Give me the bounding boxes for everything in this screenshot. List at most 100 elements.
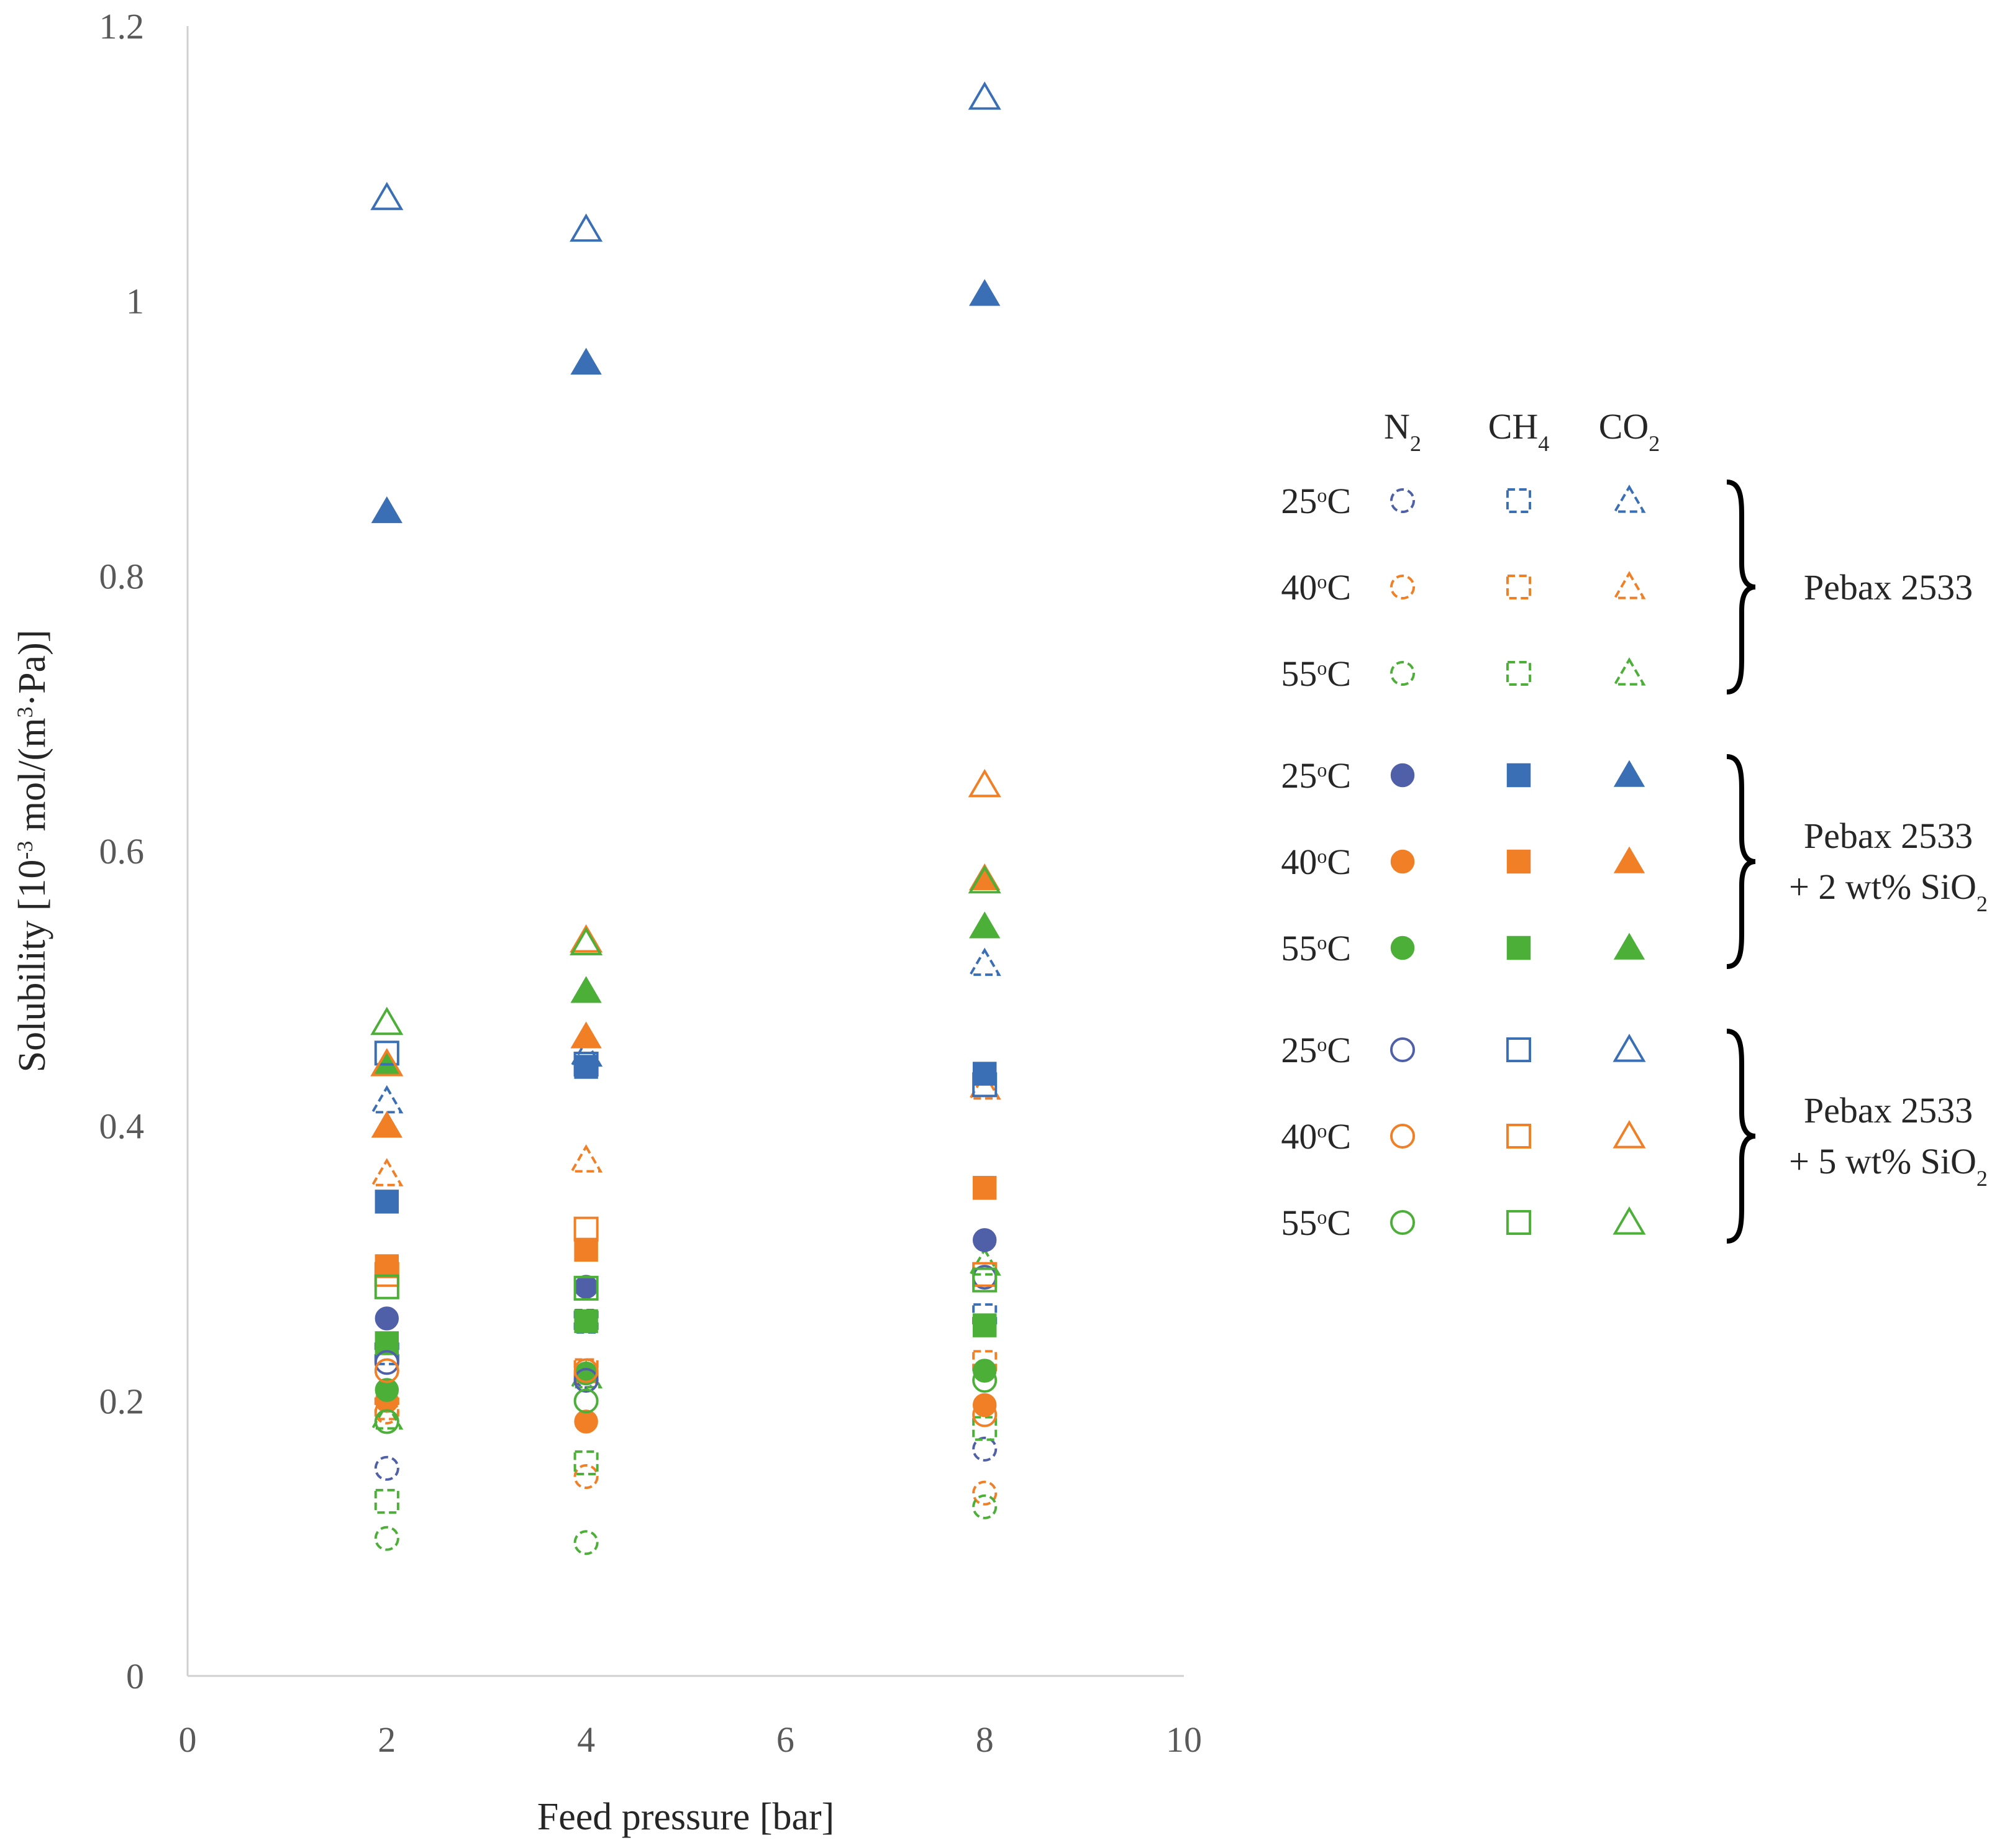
point-co2-55-hollow	[968, 865, 1001, 894]
axes: 0 0.2 0.4 0.6 0.8 1 1.2 0 2 4 6 8 10 Feed pressure [b…	[11, 6, 1202, 1838]
x-tick-label: 10	[1166, 1719, 1202, 1760]
point-co2-25-filled	[969, 279, 1001, 306]
point-n2-40-filled	[574, 1409, 598, 1434]
legend-temp-label: 55oC	[1281, 653, 1351, 694]
point-n2-55-filled	[375, 1378, 399, 1402]
legend-marker-n2-55-dashed	[1390, 660, 1416, 686]
y-tick-label: 0.2	[99, 1381, 145, 1421]
y-axis-title-group: Solubility [10-3 mol/(m3·Pa)]	[11, 630, 53, 1073]
legend-marker-ch4-55-dashed	[1506, 660, 1532, 686]
legend-marker-ch4-25-hollow	[1506, 1037, 1532, 1063]
point-ch4-25-hollow	[374, 1040, 399, 1066]
point-n2-40-dashed	[573, 1464, 599, 1490]
point-n2-40-hollow	[972, 1402, 998, 1427]
legend-brace	[1726, 480, 1756, 694]
x-tick-label: 6	[776, 1719, 794, 1760]
legend-temp-label: 25oC	[1281, 755, 1351, 796]
point-n2-25-filled	[375, 1306, 399, 1331]
point-co2-40-dashed	[570, 1144, 603, 1173]
point-ch4-25-filled	[375, 1190, 399, 1214]
legend-brace	[1726, 1029, 1756, 1244]
y-axis-title: Solubility [10-3 mol/(m3·Pa)]	[11, 630, 53, 1073]
point-n2-25-filled	[972, 1228, 997, 1252]
point-ch4-55-hollow	[374, 1274, 399, 1300]
legend-marker-ch4-40-dashed	[1506, 574, 1532, 600]
legend-temp-label: 55oC	[1281, 1203, 1351, 1243]
legend-column-header: CO2	[1599, 406, 1660, 456]
point-n2-55-dashed	[972, 1494, 998, 1519]
legend-marker-co2-40-filled	[1613, 846, 1645, 873]
point-n2-25-hollow	[374, 1350, 399, 1375]
y-tick-label: 0.4	[99, 1106, 145, 1147]
point-n2-40-dashed	[972, 1480, 998, 1506]
legend-marker-n2-55-hollow	[1390, 1209, 1416, 1236]
legend-marker-ch4-55-hollow	[1506, 1209, 1532, 1236]
data-points	[370, 81, 1001, 1555]
legend-temp-label: 40oC	[1281, 567, 1351, 608]
point-n2-55-dashed	[374, 1526, 399, 1551]
legend-marker-co2-25-hollow	[1613, 1034, 1646, 1062]
legend-group-label: Pebax 2533	[1804, 816, 1973, 856]
point-co2-25-filled	[371, 496, 403, 524]
point-n2-25-filled	[574, 1275, 598, 1299]
point-n2-40-filled	[972, 1393, 997, 1418]
point-n2-25-dashed	[374, 1455, 399, 1481]
point-n2-55-hollow	[573, 1388, 599, 1414]
point-co2-40-dashed	[370, 1158, 404, 1186]
point-ch4-25-hollow	[972, 1072, 998, 1098]
legend-group-label-2: + 5 wt% SiO2	[1789, 1141, 1988, 1191]
point-co2-40-hollow	[370, 1048, 404, 1076]
legend-marker-n2-25-dashed	[1390, 488, 1416, 514]
point-co2-55-hollow	[370, 1006, 404, 1036]
legend-marker-ch4-25-dashed	[1506, 488, 1532, 514]
point-co2-40-hollow	[570, 924, 603, 953]
point-ch4-55-hollow	[573, 1275, 599, 1301]
point-co2-40-filled	[570, 1021, 602, 1049]
point-n2-55-filled	[972, 1359, 997, 1383]
legend-marker-co2-25-dashed	[1613, 485, 1646, 513]
legend-marker-co2-55-hollow	[1613, 1206, 1646, 1235]
point-n2-25-hollow	[573, 1368, 599, 1393]
legend-temp-label: 55oC	[1281, 928, 1351, 968]
point-n2-40-hollow	[374, 1358, 399, 1383]
x-tick-label: 2	[378, 1719, 396, 1760]
legend-marker-co2-25-filled	[1613, 760, 1645, 787]
legend-marker-n2-55-filled	[1390, 935, 1415, 960]
y-tick-label: 1	[126, 281, 144, 322]
point-co2-40-filled	[371, 1111, 403, 1138]
point-ch4-55-filled	[574, 1309, 598, 1334]
point-ch4-40-hollow	[573, 1216, 599, 1242]
legend-marker-n2-40-dashed	[1390, 574, 1416, 600]
point-co2-25-hollow	[968, 81, 1001, 110]
point-co2-55-filled	[570, 976, 602, 1003]
point-ch4-55-filled	[972, 1313, 997, 1337]
x-tick-label: 0	[179, 1719, 197, 1760]
legend-marker-n2-25-filled	[1390, 763, 1415, 788]
point-n2-25-dashed	[972, 1436, 998, 1462]
point-ch4-40-filled	[972, 1176, 997, 1200]
point-co2-40-hollow	[968, 768, 1001, 798]
point-co2-25-dashed	[968, 947, 1001, 976]
legend-brace	[1726, 754, 1756, 969]
legend-marker-n2-40-filled	[1390, 849, 1415, 874]
legend-group-label-2: + 2 wt% SiO2	[1789, 867, 1988, 916]
y-tick-label: 0	[126, 1656, 144, 1696]
legend-column-header: N2	[1384, 406, 1421, 456]
point-ch4-55-hollow	[972, 1267, 998, 1293]
point-n2-55-dashed	[573, 1530, 599, 1555]
point-ch4-55-dashed	[374, 1488, 399, 1514]
point-co2-25-hollow	[570, 213, 603, 242]
point-co2-40-dashed	[968, 1071, 1001, 1100]
x-tick-label: 4	[577, 1719, 595, 1760]
y-tick-label: 0.6	[99, 831, 145, 872]
y-tick-label: 1.2	[99, 6, 145, 47]
legend-marker-ch4-40-filled	[1506, 849, 1531, 874]
legend-group-label: Pebax 2533	[1804, 567, 1973, 608]
point-ch4-25-hollow	[573, 1052, 599, 1077]
legend-temp-label: 40oC	[1281, 842, 1351, 882]
point-co2-55-hollow	[570, 927, 603, 955]
legend-marker-ch4-40-hollow	[1506, 1123, 1532, 1149]
point-co2-55-dashed	[370, 1401, 404, 1430]
point-n2-55-hollow	[972, 1368, 998, 1393]
